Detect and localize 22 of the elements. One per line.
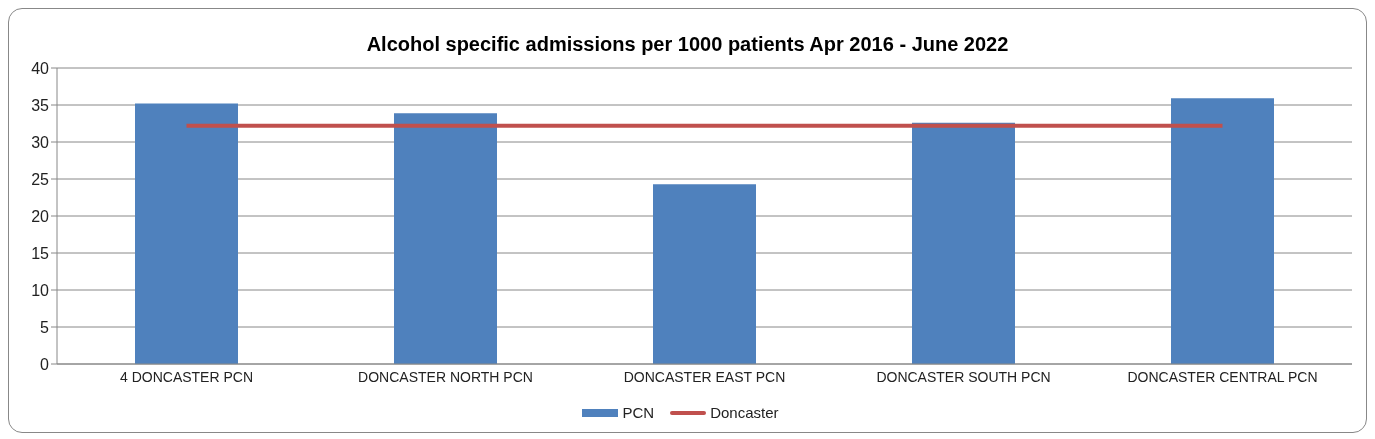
y-tick-label: 20 [31, 207, 50, 225]
y-tick-label: 15 [31, 244, 50, 262]
y-tick-label: 0 [40, 355, 50, 373]
y-tick-label: 35 [31, 96, 50, 114]
chart-title: Alcohol specific admissions per 1000 patients Apr 2016 - June 2022 [365, 33, 1010, 56]
x-tick-label: DONCASTER SOUTH PCN [876, 368, 1051, 385]
x-tick-label: DONCASTER EAST PCN [623, 368, 786, 385]
bar [653, 184, 756, 364]
legend-label: Doncaster [710, 404, 779, 421]
bar [135, 103, 238, 364]
legend-label: PCN [622, 404, 655, 421]
x-tick-label: DONCASTER NORTH PCN [358, 368, 533, 385]
bar [1171, 98, 1274, 364]
x-tick-label: DONCASTER CENTRAL PCN [1127, 368, 1318, 385]
y-tick-label: 40 [31, 59, 50, 77]
x-tick-label: 4 DONCASTER PCN [119, 368, 254, 385]
bar [394, 113, 497, 364]
y-tick-label: 10 [31, 281, 50, 299]
bar [912, 122, 1015, 364]
y-tick-label: 25 [31, 170, 50, 188]
y-tick-label: 30 [31, 133, 50, 151]
y-tick-label: 5 [40, 318, 50, 336]
